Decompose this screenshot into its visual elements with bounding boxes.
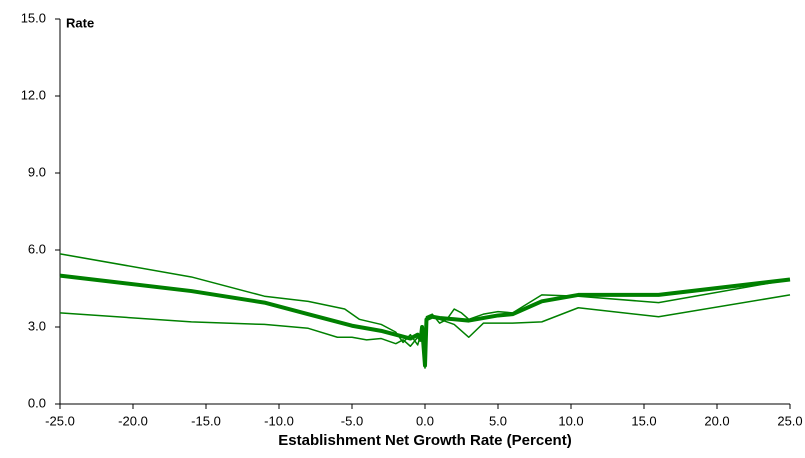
x-tick-label: 10.0 [558,413,583,428]
x-tick-label: 20.0 [704,413,729,428]
x-tick-label: -20.0 [118,413,148,428]
x-tick-label: 0.0 [416,413,434,428]
x-tick-label: -25.0 [45,413,75,428]
x-axis-label: Establishment Net Growth Rate (Percent) [278,432,571,449]
y-tick-label: 9.0 [28,164,46,179]
x-tick-label: -10.0 [264,413,294,428]
y-tick-label: 6.0 [28,241,46,256]
y-axis-label: Rate [66,15,94,30]
x-tick-label: -15.0 [191,413,221,428]
y-tick-label: 15.0 [21,10,46,25]
series-line [59,253,791,364]
y-tick-label: 3.0 [28,318,46,333]
x-tick-label: 25.0 [777,413,802,428]
x-tick-label: 15.0 [631,413,656,428]
y-tick-label: 12.0 [21,87,46,102]
series-line [59,294,791,369]
y-tick-label: 0.0 [28,395,46,410]
x-tick-label: 5.0 [489,413,507,428]
x-tick-label: -5.0 [341,413,363,428]
